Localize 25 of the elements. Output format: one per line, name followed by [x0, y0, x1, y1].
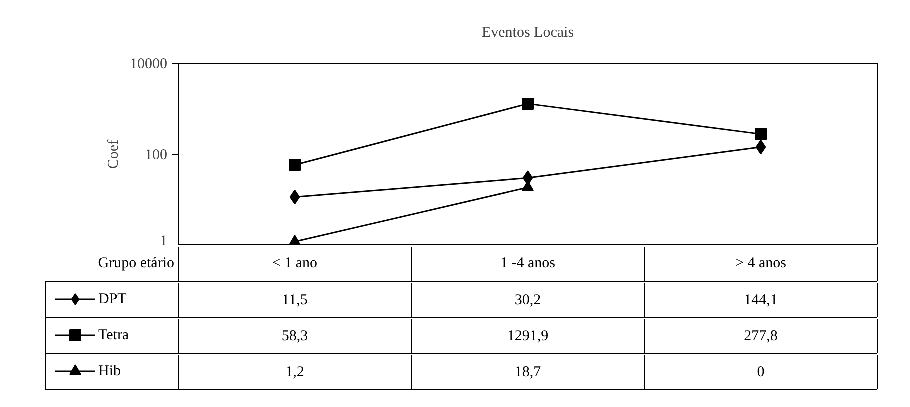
data-label: 1,2 [286, 364, 304, 380]
data-label: 144,1 [744, 292, 778, 308]
x-tick-label: < 1 ano [272, 256, 318, 272]
y-axis-title: Coef [106, 140, 122, 170]
data-label: 277,8 [744, 328, 778, 344]
data-label: 30,2 [514, 292, 542, 308]
point [756, 140, 766, 155]
legend-label: Tetra [98, 328, 130, 344]
legend-label: Hib [98, 364, 121, 380]
point [290, 190, 300, 205]
data-label: 58,3 [282, 328, 308, 344]
x-tick-label: > 4 anos [736, 256, 787, 272]
legend-label: DPT [98, 292, 127, 308]
x-tick-label: 1 -4 anos [500, 256, 556, 272]
point [522, 98, 534, 110]
point [755, 128, 767, 140]
x-axis-title: Grupo etário [98, 256, 175, 272]
point [289, 159, 301, 172]
data-label: 1291,9 [507, 328, 549, 344]
chart-title: Eventos Locais [482, 25, 574, 41]
y-tick-label: 10000 [130, 56, 168, 72]
data-label: 11,5 [282, 292, 308, 308]
data-label: 18,7 [514, 364, 542, 380]
y-tick-label: 100 [145, 148, 168, 164]
text: 0 [757, 364, 765, 380]
